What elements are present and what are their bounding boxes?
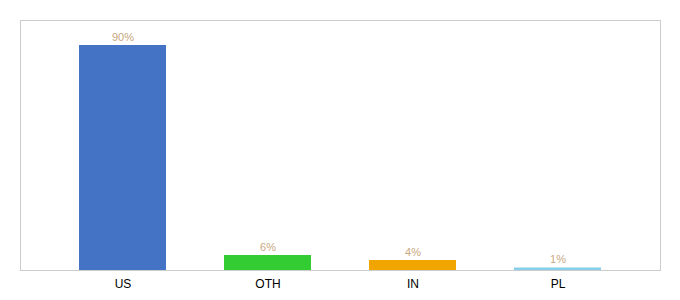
svg-text:IN: IN <box>407 277 419 291</box>
svg-text:PL: PL <box>551 277 566 291</box>
svg-text:OTH: OTH <box>255 277 280 291</box>
svg-text:6%: 6% <box>260 241 276 253</box>
svg-text:90%: 90% <box>112 31 134 43</box>
svg-text:1%: 1% <box>550 253 566 265</box>
svg-text:US: US <box>115 277 132 291</box>
svg-text:4%: 4% <box>405 246 421 258</box>
